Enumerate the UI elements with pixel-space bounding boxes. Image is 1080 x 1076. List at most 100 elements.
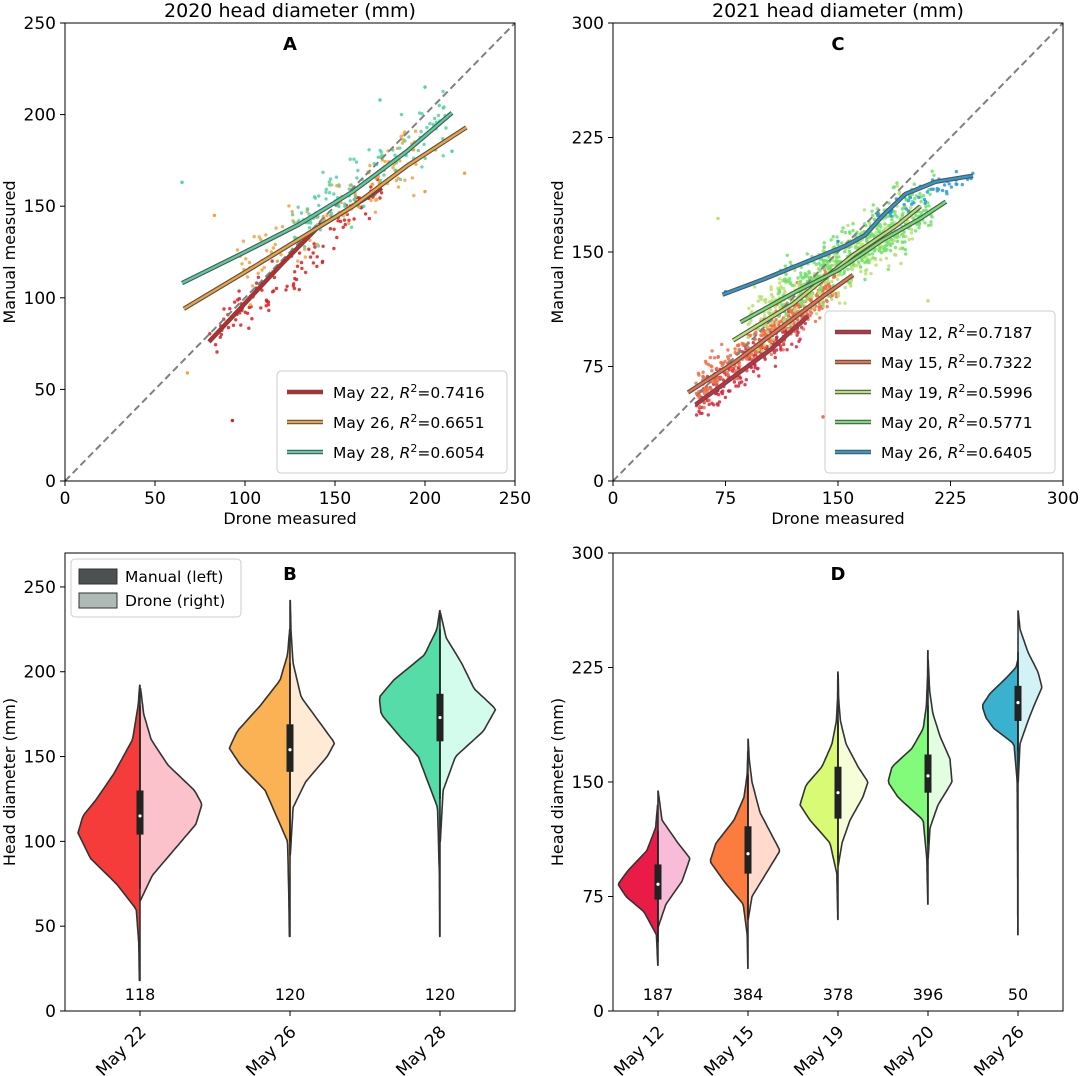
data-point <box>373 198 378 202</box>
panel-c: 0 75 150 225 300 Drone measured 0 75 150 225 300 Ma… <box>548 0 1079 528</box>
data-point <box>321 170 325 174</box>
data-point <box>747 306 751 310</box>
x-tick-label: 150 <box>319 489 351 509</box>
data-point <box>394 178 399 183</box>
data-point <box>923 199 928 204</box>
data-point <box>751 304 755 308</box>
data-point <box>781 348 785 352</box>
data-point <box>877 230 881 234</box>
data-point <box>420 165 424 169</box>
data-point <box>807 271 812 275</box>
data-point <box>308 255 313 259</box>
data-point <box>800 276 805 280</box>
x-tick-label: May 12 <box>610 1022 668 1076</box>
iqr-box <box>654 864 662 900</box>
data-point <box>904 252 908 256</box>
data-point <box>398 146 402 150</box>
data-point <box>900 240 904 244</box>
y-axis-label: Manual measured <box>0 180 19 323</box>
data-point <box>785 253 789 257</box>
data-point <box>798 337 802 341</box>
data-point <box>738 364 742 368</box>
legend-label: May 26, R2=0.6405 <box>881 442 1033 462</box>
data-point <box>317 194 321 198</box>
data-point <box>393 153 397 157</box>
data-point <box>352 157 356 161</box>
data-point <box>233 300 237 304</box>
data-point <box>808 313 812 318</box>
y-tick-label: 0 <box>45 1002 56 1022</box>
data-point <box>733 347 737 351</box>
data-point <box>838 301 842 305</box>
data-point <box>726 357 731 361</box>
data-point <box>332 192 336 196</box>
data-point <box>413 129 418 133</box>
data-point <box>836 291 841 295</box>
data-point <box>433 116 437 121</box>
data-point <box>726 348 730 352</box>
data-point <box>919 211 923 215</box>
data-point <box>354 160 359 164</box>
data-point <box>228 307 232 311</box>
data-point <box>863 277 867 282</box>
data-point <box>895 239 900 244</box>
data-point <box>917 226 921 230</box>
median-marker <box>926 774 930 778</box>
violin-right-drone <box>289 599 336 856</box>
data-point <box>696 371 701 375</box>
data-point <box>303 255 307 259</box>
data-point <box>369 185 373 189</box>
violin-right-drone <box>927 659 953 860</box>
data-point <box>256 271 260 275</box>
data-point <box>940 188 945 193</box>
data-point <box>349 183 353 187</box>
data-point <box>436 113 441 118</box>
data-point <box>923 221 927 225</box>
data-point <box>423 85 427 89</box>
data-point <box>906 199 911 203</box>
data-point <box>719 390 724 394</box>
data-point <box>885 241 889 245</box>
data-point <box>744 378 748 382</box>
data-point <box>771 337 776 341</box>
data-point <box>379 191 384 195</box>
data-point <box>710 365 714 369</box>
violin-left-manual <box>887 649 929 905</box>
data-point <box>399 134 403 139</box>
data-point <box>285 284 289 288</box>
data-point <box>904 207 908 211</box>
data-point <box>245 275 250 279</box>
data-point <box>728 389 732 393</box>
data-point <box>834 255 838 259</box>
data-point <box>842 271 846 276</box>
data-point <box>874 230 878 235</box>
data-point <box>903 248 908 252</box>
legend-label: May 15, R2=0.7322 <box>881 352 1033 372</box>
data-point <box>829 238 833 242</box>
data-point <box>347 221 351 226</box>
data-point <box>799 271 803 275</box>
data-point <box>777 277 782 281</box>
data-point <box>294 277 299 282</box>
data-point <box>312 242 316 246</box>
plot-area <box>613 23 1063 481</box>
data-point <box>324 187 328 191</box>
data-point <box>822 285 826 289</box>
data-point <box>759 333 763 338</box>
legend-label: May 19, R2=0.5996 <box>881 382 1033 402</box>
data-point <box>703 359 708 363</box>
data-point <box>180 180 184 185</box>
data-point <box>259 237 263 242</box>
panel-letter: C <box>831 34 844 55</box>
data-point <box>317 203 321 208</box>
legend: May 22, R2=0.7416 May 26, R2=0.6651 May 28… <box>276 370 508 474</box>
legend-label: May 28, R2=0.6054 <box>333 442 485 462</box>
data-point <box>313 245 317 249</box>
data-point <box>290 210 294 214</box>
data-point <box>867 234 872 238</box>
violin-left-manual <box>617 804 659 966</box>
data-point <box>925 190 930 194</box>
data-point <box>836 273 841 277</box>
x-tick-label: May 26 <box>242 1022 300 1076</box>
data-point <box>885 247 889 252</box>
